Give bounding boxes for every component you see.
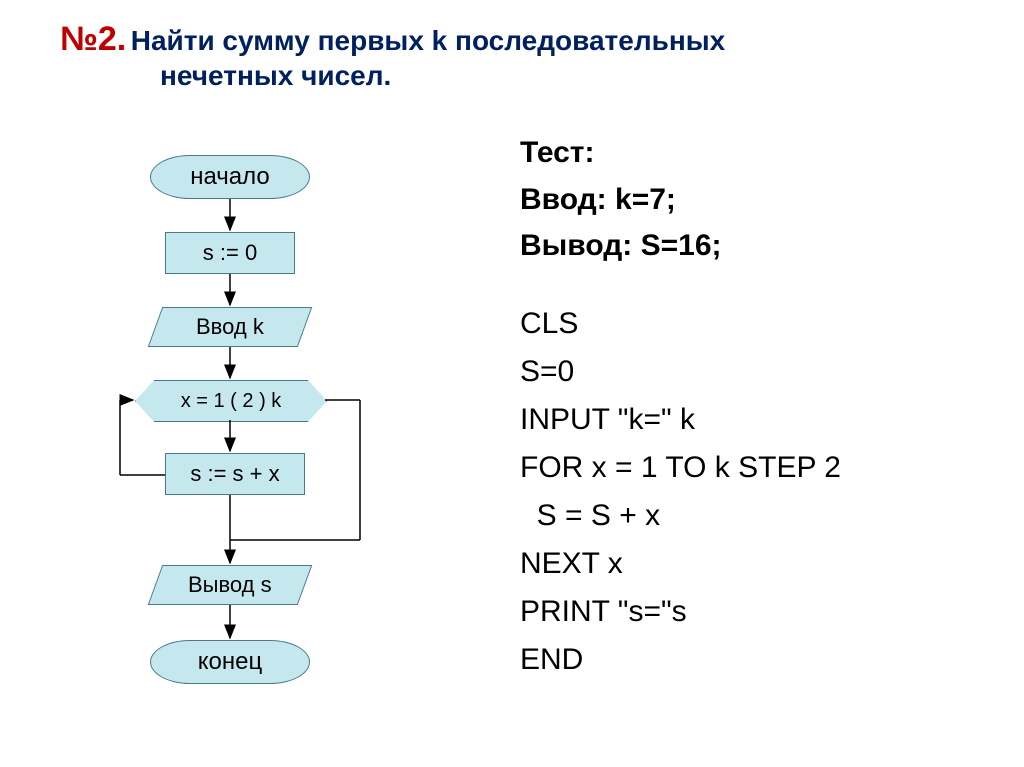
code-line-2: INPUT "k=" k (520, 396, 841, 444)
title-text-1: Найти сумму первых k последовательных (131, 25, 726, 56)
test-output: Вывод: S=16; (520, 223, 841, 270)
test-heading: Тест: (520, 130, 841, 177)
code-line-7: END (520, 636, 841, 684)
flowchart: начало s := 0 Ввод k x = 1 ( 2 ) k s := … (100, 140, 400, 740)
node-output-label: Вывод s (188, 572, 272, 598)
node-output: Вывод s (148, 565, 313, 605)
right-column: Тест: Ввод: k=7; Вывод: S=16; CLS S=0 IN… (520, 130, 841, 684)
code-line-1: S=0 (520, 348, 841, 396)
code-line-6: PRINT "s="s (520, 588, 841, 636)
node-init: s := 0 (165, 232, 295, 274)
node-input-label: Ввод k (196, 314, 264, 340)
node-end: конец (150, 640, 310, 684)
node-body: s := s + x (165, 453, 305, 495)
node-loop: x = 1 ( 2 ) k (135, 380, 327, 422)
code-line-3: FOR x = 1 TO k STEP 2 (520, 444, 841, 492)
code-block: CLS S=0 INPUT "k=" k FOR x = 1 TO k STEP… (520, 300, 841, 684)
test-input: Ввод: k=7; (520, 177, 841, 224)
code-line-4: S = S + x (520, 492, 841, 540)
code-line-5: NEXT x (520, 540, 841, 588)
test-block: Тест: Ввод: k=7; Вывод: S=16; (520, 130, 841, 270)
code-line-0: CLS (520, 300, 841, 348)
node-input: Ввод k (148, 307, 313, 347)
task-number: №2. (60, 20, 126, 58)
node-start: начало (150, 155, 310, 199)
title-row-1: №2. Найти сумму первых k последовательны… (60, 20, 725, 59)
title-row-2: нечетных чисел. (160, 60, 391, 92)
